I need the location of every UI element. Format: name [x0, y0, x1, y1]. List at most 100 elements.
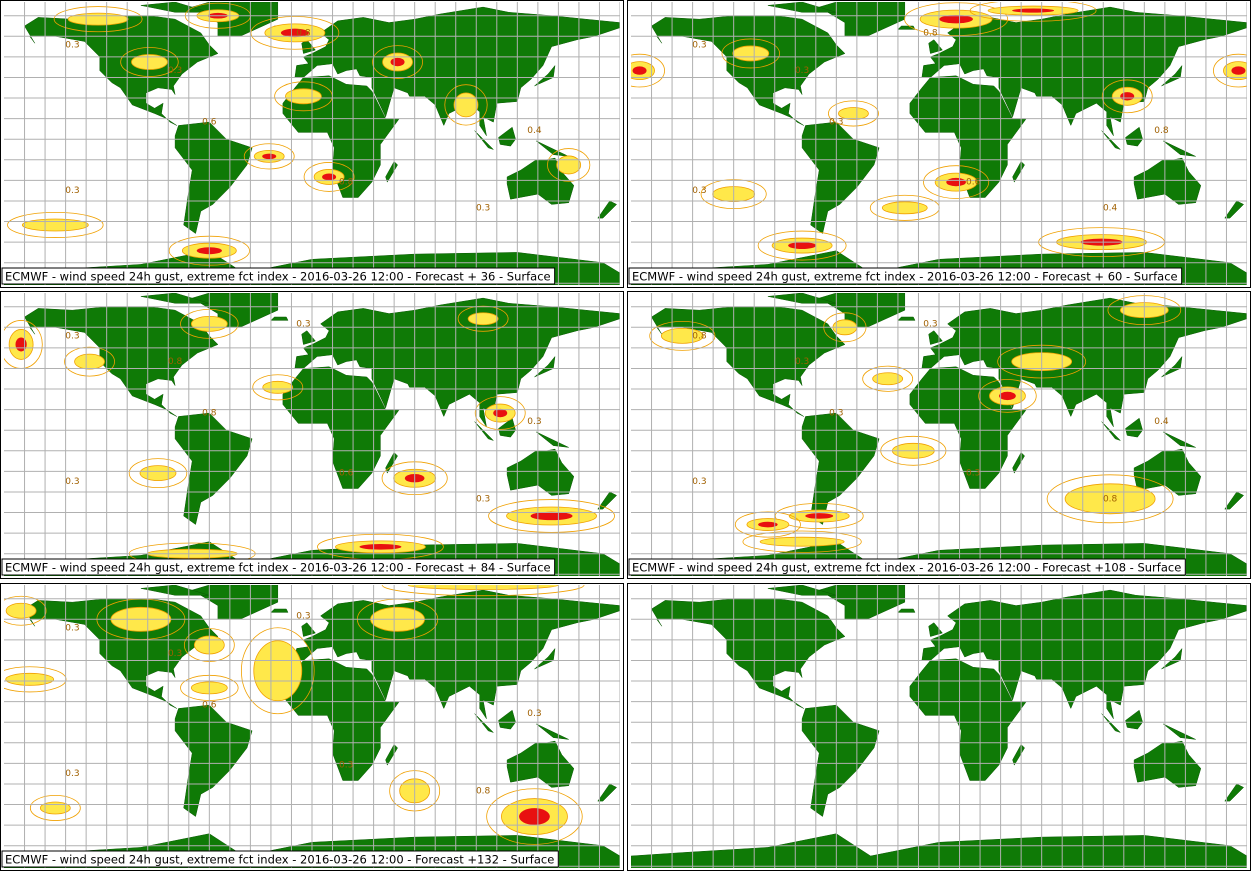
contour-label: 0.3	[692, 40, 706, 50]
contour-label: 0.8	[202, 409, 217, 419]
gust-extreme	[1231, 66, 1246, 75]
gust-area	[74, 353, 105, 370]
contour-label: 0.3	[829, 118, 843, 128]
gust-extreme	[632, 66, 647, 75]
map-panel: 0.3 0.8 0.3 0.6 0.3 0.8 0.4 0.3 ECMWF - wind spe…	[0, 0, 624, 288]
caption-box	[628, 267, 1183, 285]
gust-area	[467, 312, 499, 326]
gust-area	[872, 372, 904, 386]
caption-box	[628, 558, 1186, 576]
gust-area	[21, 218, 89, 232]
gust-contour	[53, 6, 143, 33]
gust-contour	[240, 627, 315, 715]
gust-area	[732, 45, 770, 62]
gust-area	[262, 380, 294, 394]
gust-area	[131, 54, 168, 70]
contour-label: 0.6	[202, 701, 217, 711]
gust-contour	[862, 365, 914, 392]
gust-contour	[29, 794, 81, 821]
contour-label: 0.3	[65, 186, 79, 196]
contour-label: 0.6	[202, 118, 217, 128]
gust-extreme	[946, 177, 966, 187]
gust-extreme	[999, 391, 1016, 401]
gust-area	[253, 640, 303, 702]
contour-label: 0.3	[65, 769, 79, 779]
contour-label: 0.6	[966, 178, 981, 188]
gust-area	[5, 602, 37, 619]
gust-area	[5, 672, 55, 686]
gust-contour	[457, 305, 509, 332]
panel-caption: ECMWF - wind speed 24h gust, extreme fct…	[5, 561, 551, 575]
contour-label: 0.3	[795, 66, 809, 76]
gust-extreme	[530, 511, 573, 521]
map-area	[631, 585, 1247, 868]
gust-extreme	[322, 173, 337, 181]
gust-contour	[631, 53, 665, 88]
gust-contour	[486, 788, 583, 845]
gust-area	[407, 585, 559, 590]
panel-caption: ECMWF - wind speed 24h gust, extreme fct…	[632, 270, 1178, 284]
gust-area	[759, 536, 845, 547]
contour-label: 0.8	[476, 786, 491, 796]
gust-contour	[734, 511, 801, 538]
gust-contour	[547, 148, 591, 182]
contour-label: 0.3	[795, 357, 809, 367]
gust-extreme	[519, 808, 550, 825]
gust-area	[285, 88, 322, 105]
caption-box	[1, 850, 559, 868]
contour-label: 0.3	[296, 319, 310, 329]
contour-label: 0.8	[168, 357, 183, 367]
panel-caption: ECMWF - wind speed 24h gust, extreme fct…	[5, 853, 554, 867]
gust-area	[1064, 483, 1156, 515]
caption-box	[1, 267, 556, 285]
gust-extreme	[758, 521, 778, 528]
gust-contour	[1046, 474, 1174, 524]
contour-label: 0.3	[692, 186, 706, 196]
gust-extreme	[1012, 8, 1055, 13]
contour-label: 0.8	[692, 331, 707, 341]
panel-caption: ECMWF - wind speed 24h gust, extreme fct…	[5, 270, 551, 284]
map-area: 0.3 0.8 0.3 0.3 0.4 0.6 0.8 0.3	[631, 2, 1247, 285]
map-panel: 0.3 0.3 0.3 0.6 0.8 0.3 0.3 0.3 ECMWF - wind spe…	[0, 583, 624, 871]
contour-label: 0.8	[296, 28, 311, 38]
map-panel: 0.3 0.3 0.8 0.3 0.8 0.3 0.4 0.3 ECMWF - wind spe…	[627, 291, 1251, 579]
gust-contour	[828, 100, 879, 127]
contour-label: 0.8	[339, 178, 354, 188]
map-area: 0.3 0.3 0.8 0.3 0.8 0.3 0.4 0.3	[631, 293, 1247, 576]
gust-contour	[742, 530, 862, 553]
gust-contour	[7, 211, 104, 238]
gust-contour	[243, 143, 295, 170]
contour-label: 0.3	[476, 494, 490, 504]
gust-contour	[969, 2, 1097, 22]
gust-contour	[120, 47, 179, 77]
gust-extreme	[1120, 92, 1135, 101]
contour-label: 0.8	[923, 28, 938, 38]
contour-label: 0.3	[966, 469, 980, 479]
map-panel: 0.3 0.8 0.3 0.3 0.4 0.6 0.8 0.3 ECMWF - wind spe…	[627, 0, 1251, 288]
gust-contour	[474, 396, 526, 430]
contour-label: 0.3	[168, 649, 182, 659]
gust-extreme	[262, 153, 277, 160]
contour-label: 0.3	[65, 477, 79, 487]
gust-extreme	[280, 28, 309, 38]
gust-contour	[904, 2, 1009, 36]
gust-contour	[372, 45, 423, 79]
caption-box	[1, 558, 556, 576]
map-area: 0.3 0.3 0.3 0.6 0.8 0.3 0.3 0.3	[4, 585, 620, 868]
contour-label: 0.3	[339, 761, 353, 771]
contour-label: 0.3	[65, 623, 79, 633]
gust-extreme	[390, 57, 405, 67]
gust-contour	[721, 38, 780, 69]
contour-label: 0.3	[476, 203, 490, 213]
gust-area	[139, 465, 177, 481]
contour-label: 0.3	[527, 417, 541, 427]
gust-contour	[757, 230, 847, 261]
gust-contour	[252, 374, 304, 401]
gust-contour	[64, 346, 115, 377]
gust-extreme	[359, 544, 402, 550]
gust-area	[881, 201, 928, 215]
map-panel: 0.8 0.3 0.3 0.8 0.3 0.6 0.3 0.3 ECMWF - wind spe…	[0, 291, 624, 579]
gust-contour	[978, 379, 1037, 413]
contour-label: 0.3	[923, 319, 937, 329]
